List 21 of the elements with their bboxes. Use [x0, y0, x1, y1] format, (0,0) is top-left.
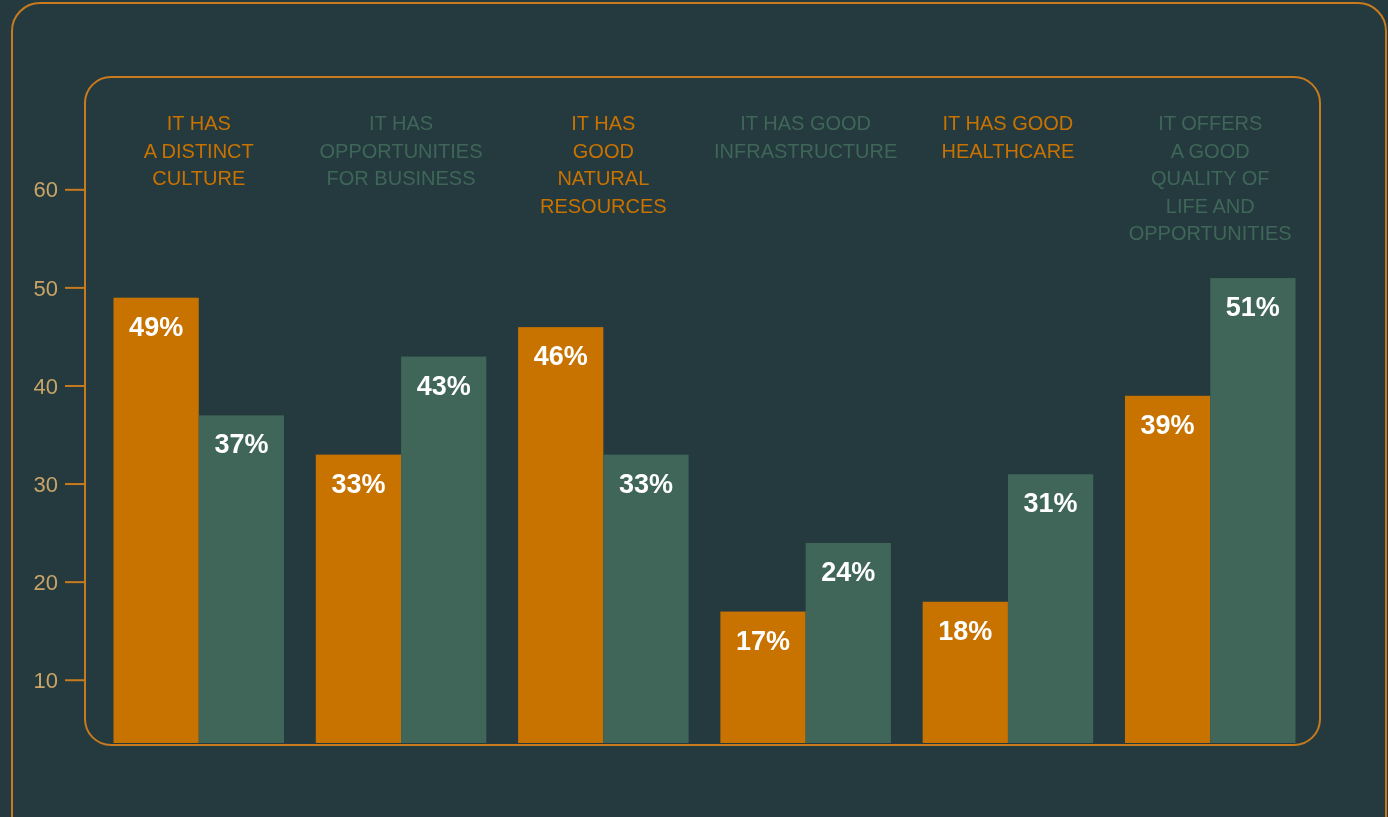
y-tick-label: 30: [33, 471, 58, 497]
data-label: 39%: [1140, 409, 1195, 440]
x-tick-label: IT HAS GOOD NATURAL RESOURCES: [540, 112, 667, 217]
data-label: 17%: [735, 625, 791, 656]
data-label: 24%: [821, 556, 876, 587]
data-label: 33%: [331, 468, 386, 499]
data-label: 51%: [1225, 292, 1280, 323]
y-tick-label: 40: [33, 373, 58, 399]
y-tick-label: 50: [33, 275, 58, 301]
x-tick-label: IT HAS A DISTINCT CULTURE: [143, 112, 254, 189]
y-tick-label: 20: [33, 569, 58, 595]
y-tick-label: 60: [33, 177, 58, 203]
data-label: 43%: [416, 370, 471, 401]
data-label: 33%: [618, 468, 674, 499]
data-label: 31%: [1023, 488, 1078, 519]
data-label: 18%: [938, 615, 993, 646]
y-tick-label: 10: [33, 667, 58, 693]
data-label: 46%: [533, 341, 588, 372]
data-label: 49%: [129, 311, 184, 342]
data-label: 37%: [214, 429, 269, 460]
x-tick-label: IT HAS GOOD HEALTHCARE: [941, 112, 1075, 162]
